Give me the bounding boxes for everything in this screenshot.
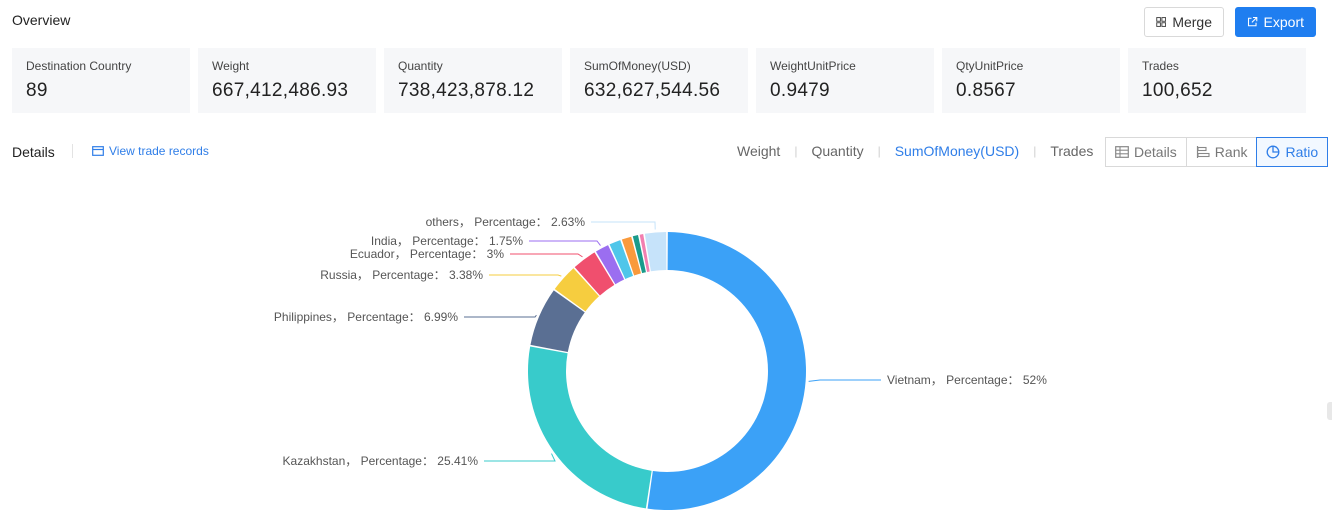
divider — [72, 144, 73, 158]
stat-value: 89 — [26, 80, 48, 101]
pie-icon — [1267, 145, 1280, 159]
leader-line — [489, 274, 562, 277]
stat-card: Weight 667,412,486.93 — [198, 48, 376, 113]
donut-slice[interactable] — [621, 236, 641, 276]
donut-slice[interactable] — [639, 234, 650, 272]
stat-card: Trades 100,652 — [1128, 48, 1306, 113]
stat-card: Quantity 738,423,878.12 — [384, 48, 562, 113]
ratio-view-label: Ratio — [1285, 144, 1319, 160]
view-tabs: Details Rank Ratio — [1105, 137, 1329, 167]
tab-separator: | — [1033, 144, 1037, 158]
merge-label: Merge — [1172, 14, 1212, 30]
donut-slice-vietnam[interactable] — [647, 232, 806, 510]
view-trade-records-link[interactable]: View trade records — [92, 144, 209, 158]
export-icon — [1247, 16, 1258, 27]
scroll-handle[interactable] — [1327, 402, 1332, 420]
tab-rank-view[interactable]: Rank — [1185, 137, 1258, 167]
stat-value: 0.8567 — [956, 80, 1016, 101]
tab-details-view[interactable]: Details — [1105, 137, 1187, 167]
donut-slice-russia[interactable] — [554, 268, 600, 312]
view-link-label: View trade records — [109, 144, 209, 158]
export-button[interactable]: Export — [1235, 7, 1316, 37]
slice-label: Russia， Percentage： 3.38% — [320, 268, 483, 282]
stat-value: 667,412,486.93 — [212, 80, 349, 101]
details-view-label: Details — [1134, 144, 1177, 160]
leader-line — [510, 253, 583, 258]
donut-slice-kazakhstan[interactable] — [528, 346, 652, 509]
donut-slice-ecuador[interactable] — [574, 252, 615, 296]
merge-button[interactable]: Merge — [1144, 7, 1224, 37]
stat-label: Quantity — [398, 59, 443, 73]
donut-slice-india[interactable] — [595, 245, 625, 285]
stat-label: Destination Country — [26, 59, 132, 73]
leader-line — [484, 453, 556, 462]
tab-trades[interactable]: Trades — [1050, 143, 1094, 159]
stat-value: 738,423,878.12 — [398, 80, 535, 101]
table-icon — [1115, 146, 1129, 158]
tab-separator: | — [877, 144, 881, 158]
stat-card: QtyUnitPrice 0.8567 — [942, 48, 1120, 113]
donut-slice[interactable] — [609, 240, 634, 280]
tab-weight[interactable]: Weight — [737, 143, 781, 159]
metric-tabs: Weight | Quantity | SumOfMoney(USD) | Tr… — [737, 143, 1093, 159]
tab-sumofmoney[interactable]: SumOfMoney(USD) — [894, 143, 1020, 159]
stat-label: SumOfMoney(USD) — [584, 59, 691, 73]
summary-cards: Destination Country 89 Weight 667,412,48… — [12, 48, 1306, 113]
stat-value: 0.9479 — [770, 80, 830, 101]
leader-line — [591, 221, 656, 230]
donut-slice-others[interactable] — [644, 232, 667, 272]
details-heading: Details — [12, 144, 55, 160]
stat-label: QtyUnitPrice — [956, 59, 1024, 73]
stat-label: WeightUnitPrice — [770, 59, 856, 73]
donut-slice[interactable] — [632, 235, 646, 274]
bar-rank-icon — [1196, 146, 1210, 158]
merge-icon — [1156, 17, 1167, 27]
slice-label: Philippines， Percentage： 6.99% — [274, 310, 458, 324]
leader-line — [808, 379, 881, 382]
tab-separator: | — [794, 144, 798, 158]
stat-label: Trades — [1142, 59, 1179, 73]
leader-line — [464, 314, 537, 318]
slice-label: Ecuador， Percentage： 3% — [350, 247, 504, 261]
leader-line — [529, 240, 601, 246]
tab-quantity[interactable]: Quantity — [811, 143, 864, 159]
tab-ratio-view[interactable]: Ratio — [1256, 137, 1329, 167]
stat-value: 632,627,544.56 — [584, 80, 721, 101]
slice-label: Vietnam， Percentage： 52% — [887, 373, 1047, 387]
ratio-donut-chart: Vietnam， Percentage： 52% Kazakhstan， Perc… — [274, 215, 1047, 510]
slice-label: others， Percentage： 2.63% — [426, 215, 586, 229]
overview-title: Overview — [12, 12, 71, 28]
slice-label: Kazakhstan， Percentage： 25.41% — [283, 454, 479, 468]
stat-value: 100,652 — [1142, 80, 1213, 101]
card-icon — [92, 146, 104, 156]
stat-card: SumOfMoney(USD) 632,627,544.56 — [570, 48, 748, 113]
slice-label: India， Percentage： 1.75% — [371, 234, 523, 248]
stat-card: Destination Country 89 — [12, 48, 190, 113]
donut-slice-philippines[interactable] — [530, 290, 585, 353]
export-label: Export — [1263, 14, 1304, 30]
stat-label: Weight — [212, 59, 250, 73]
stat-card: WeightUnitPrice 0.9479 — [756, 48, 934, 113]
rank-view-label: Rank — [1214, 144, 1248, 160]
